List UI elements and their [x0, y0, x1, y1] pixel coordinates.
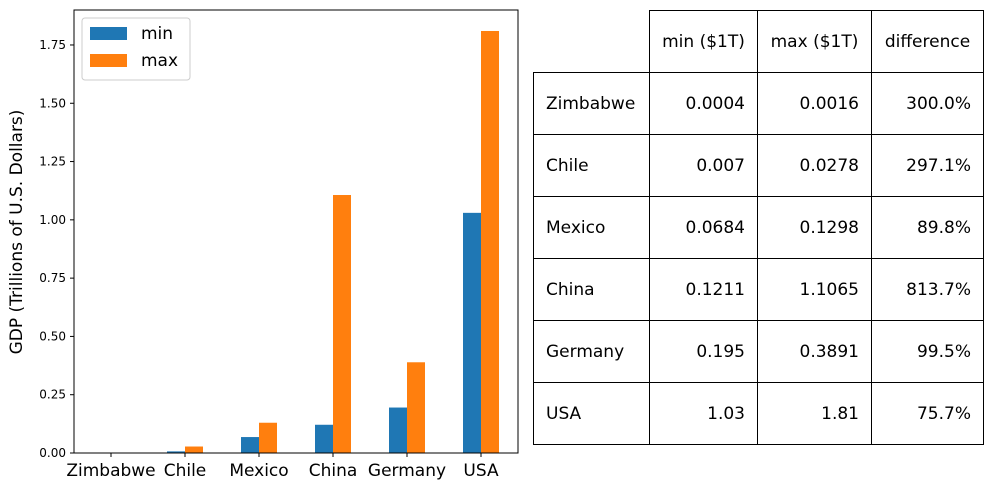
bar-min-chile [167, 451, 185, 453]
header-min: min ($1T) [649, 10, 758, 73]
cell-difference: 297.1% [871, 134, 984, 197]
cell-max: 0.3891 [757, 320, 872, 383]
cell-min: 0.0684 [649, 196, 758, 259]
cell-difference: 813.7% [871, 258, 984, 321]
plot-frame [73, 9, 519, 454]
cell-difference: 300.0% [871, 72, 984, 135]
x-tick-label: Mexico [229, 461, 288, 481]
x-tick-label: China [309, 461, 358, 481]
y-axis-label: GDP (Trillions of U.S. Dollars) [7, 110, 27, 355]
cell-min: 0.1211 [649, 258, 758, 321]
row-country: Zimbabwe [533, 72, 650, 135]
cell-difference: 89.8% [871, 196, 984, 259]
table-row: Mexico 0.0684 0.1298 89.8% [533, 196, 984, 259]
cell-min: 0.007 [649, 134, 758, 197]
cell-min: 1.03 [649, 382, 758, 445]
y-tick-label: 1.75 [39, 38, 66, 52]
y-tick-label: 1.00 [39, 213, 66, 227]
cell-max: 0.0016 [757, 72, 872, 135]
row-country: Chile [533, 134, 650, 197]
legend-label-min: min [141, 24, 173, 44]
row-country: China [533, 258, 650, 321]
legend-label-max: max [141, 51, 178, 71]
x-tick-label: Germany [368, 461, 446, 481]
bar-min-germany [389, 407, 407, 453]
y-tick-label: 1.50 [39, 96, 66, 110]
legend-swatch-max [90, 54, 127, 67]
row-country: Germany [533, 320, 650, 383]
cell-min: 0.195 [649, 320, 758, 383]
y-tick-label: 0.25 [39, 388, 66, 402]
row-country: USA [533, 382, 650, 445]
legend-swatch-min [90, 27, 127, 40]
y-tick-label: 0.00 [39, 446, 66, 460]
x-tick-label: USA [463, 461, 499, 481]
y-tick-label: 0.75 [39, 271, 66, 285]
cell-min: 0.0004 [649, 72, 758, 135]
bar-min-mexico [241, 437, 259, 453]
table-row: Chile 0.007 0.0278 297.1% [533, 134, 984, 197]
bar-max-germany [407, 362, 425, 453]
bar-min-china [315, 424, 333, 453]
header-max: max ($1T) [757, 10, 872, 73]
bar-max-mexico [259, 422, 277, 453]
table-row: Germany 0.195 0.3891 99.5% [533, 320, 984, 383]
bar-max-china [333, 195, 351, 453]
header-difference: difference [871, 10, 984, 73]
table-row: Zimbabwe 0.0004 0.0016 300.0% [533, 72, 984, 135]
y-axis-ticks: 0.00 0.25 0.50 0.75 1.00 1.25 1.50 1.75 [39, 38, 74, 460]
x-tick-label: Zimbabwe [66, 461, 155, 481]
bar-max-usa [481, 30, 499, 453]
table-row: China 0.1211 1.1065 813.7% [533, 258, 984, 321]
x-axis-ticks: Zimbabwe Chile Mexico China Germany USA [66, 453, 499, 481]
y-tick-label: 1.25 [39, 155, 66, 169]
cell-max: 0.0278 [757, 134, 872, 197]
x-tick-label: Chile [164, 461, 207, 481]
table-header-row: min ($1T) max ($1T) difference [533, 10, 984, 73]
table-row: USA 1.03 1.81 75.7% [533, 382, 984, 445]
cell-max: 1.1065 [757, 258, 872, 321]
cell-difference: 99.5% [871, 320, 984, 383]
gdp-bar-chart: GDP (Trillions of U.S. Dollars) 0.00 0.25… [7, 9, 519, 481]
bar-max-chile [185, 446, 203, 453]
y-tick-label: 0.50 [39, 329, 66, 343]
cell-max: 1.81 [757, 382, 872, 445]
bar-min-usa [463, 212, 481, 453]
table-corner [533, 10, 650, 73]
cell-max: 0.1298 [757, 196, 872, 259]
legend: min max [81, 17, 191, 81]
gdp-table: min ($1T) max ($1T) difference Zimbabwe 0… [533, 10, 984, 445]
bars [93, 30, 499, 453]
row-country: Mexico [533, 196, 650, 259]
cell-difference: 75.7% [871, 382, 984, 445]
